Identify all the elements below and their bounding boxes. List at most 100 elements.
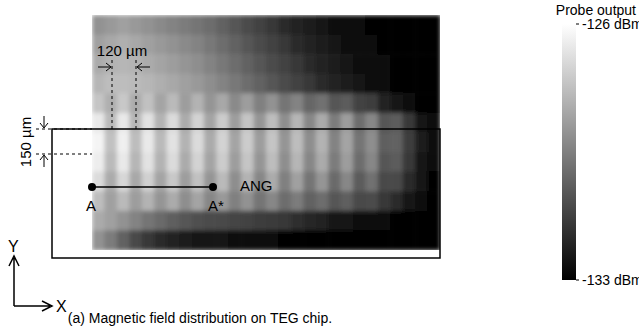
- heatmap-cell: [390, 133, 403, 153]
- heatmap-cell: [241, 133, 254, 153]
- heatmap-cell: [216, 54, 229, 74]
- heatmap-cell: [415, 93, 428, 113]
- heatmap-cell: [341, 230, 354, 250]
- caption: (a) Magnetic field distribution on TEG c…: [68, 310, 332, 326]
- heatmap-cell: [167, 15, 180, 35]
- x-label: X: [56, 298, 67, 315]
- heatmap-cell: [167, 191, 180, 211]
- heatmap-cell: [353, 230, 366, 250]
- heatmap-cell: [142, 152, 155, 172]
- heatmap-cell: [428, 230, 440, 250]
- heatmap-cell: [266, 191, 279, 211]
- dim-line: [136, 60, 137, 129]
- heatmap-cell: [266, 35, 279, 55]
- heatmap-cell: [92, 93, 105, 113]
- heatmap-cell: [129, 133, 142, 153]
- heatmap-cell: [341, 15, 354, 35]
- heatmap-cell: [291, 172, 304, 192]
- heatmap-cell: [403, 74, 416, 94]
- heatmap-cell: [341, 133, 354, 153]
- heatmap-cell: [303, 113, 316, 133]
- heatmap-cell: [428, 172, 440, 192]
- heatmap-cell: [241, 230, 254, 250]
- heatmap-cell: [179, 74, 192, 94]
- heatmap-cell: [179, 93, 192, 113]
- heatmap-cell: [378, 211, 391, 231]
- heatmap-cell: [328, 191, 341, 211]
- heatmap-cell: [353, 172, 366, 192]
- heatmap-cell: [353, 93, 366, 113]
- heatmap-cell: [117, 211, 130, 231]
- heatmap-cell: [328, 133, 341, 153]
- heatmap-cell: [378, 93, 391, 113]
- heatmap-cell: [316, 93, 329, 113]
- colorbar: [562, 24, 576, 280]
- heatmap-cell: [303, 172, 316, 192]
- dim-line: [36, 154, 92, 155]
- heatmap-cell: [179, 191, 192, 211]
- heatmap-cell: [129, 230, 142, 250]
- heatmap-cell: [353, 35, 366, 55]
- heatmap-cell: [328, 74, 341, 94]
- heatmap-cell: [403, 15, 416, 35]
- heatmap-cell: [341, 211, 354, 231]
- heatmap-cell: [229, 230, 242, 250]
- heatmap-cell: [403, 230, 416, 250]
- heatmap-cell: [328, 113, 341, 133]
- heatmap-cell: [241, 191, 254, 211]
- heatmap-cell: [154, 191, 167, 211]
- heatmap-cell: [129, 172, 142, 192]
- heatmap-cell: [278, 191, 291, 211]
- heatmap-cell: [191, 172, 204, 192]
- heatmap-cell: [104, 74, 117, 94]
- heatmap-cell: [254, 191, 267, 211]
- heatmap-cell: [104, 15, 117, 35]
- heatmap-cell: [191, 133, 204, 153]
- heatmap-cell: [390, 54, 403, 74]
- heatmap-cell: [104, 113, 117, 133]
- heatmap-cell: [403, 191, 416, 211]
- y-arrow: [9, 256, 19, 306]
- heatmap-cell: [241, 15, 254, 35]
- heatmap-cell: [415, 230, 428, 250]
- heatmap-cell: [278, 133, 291, 153]
- heatmap-cell: [117, 191, 130, 211]
- heatmap-cell: [353, 113, 366, 133]
- heatmap-cell: [303, 15, 316, 35]
- heatmap-cell: [117, 15, 130, 35]
- heatmap-cell: [104, 191, 117, 211]
- heatmap-cell: [154, 74, 167, 94]
- heatmap-cell: [254, 35, 267, 55]
- heatmap-cells: [92, 15, 440, 250]
- heatmap-cell: [365, 54, 378, 74]
- heatmap-cell: [390, 93, 403, 113]
- heatmap-cell: [365, 191, 378, 211]
- heatmap-cell: [117, 230, 130, 250]
- heatmap-cell: [303, 152, 316, 172]
- heatmap-cell: [266, 152, 279, 172]
- heatmap-cell: [204, 15, 217, 35]
- heatmap-cell: [204, 35, 217, 55]
- heatmap-cell: [415, 133, 428, 153]
- heatmap-cell: [266, 211, 279, 231]
- heatmap-cell: [104, 172, 117, 192]
- heatmap-cell: [117, 133, 130, 153]
- heatmap-cell: [303, 230, 316, 250]
- heatmap-cell: [154, 230, 167, 250]
- heatmap-cell: [179, 35, 192, 55]
- heatmap-cell: [129, 211, 142, 231]
- heatmap-area: [92, 15, 440, 250]
- heatmap-cell: [129, 15, 142, 35]
- heatmap-cell: [378, 133, 391, 153]
- y-label: Y: [8, 238, 19, 255]
- heatmap-cell: [278, 211, 291, 231]
- heatmap-cell: [191, 191, 204, 211]
- dim-arrow: [40, 116, 48, 167]
- heatmap-cell: [378, 172, 391, 192]
- heatmap-cell: [390, 152, 403, 172]
- heatmap-cell: [328, 211, 341, 231]
- heatmap-cell: [353, 133, 366, 153]
- annotation: A*: [208, 197, 224, 214]
- heatmap-cell: [229, 191, 242, 211]
- heatmap-cell: [216, 15, 229, 35]
